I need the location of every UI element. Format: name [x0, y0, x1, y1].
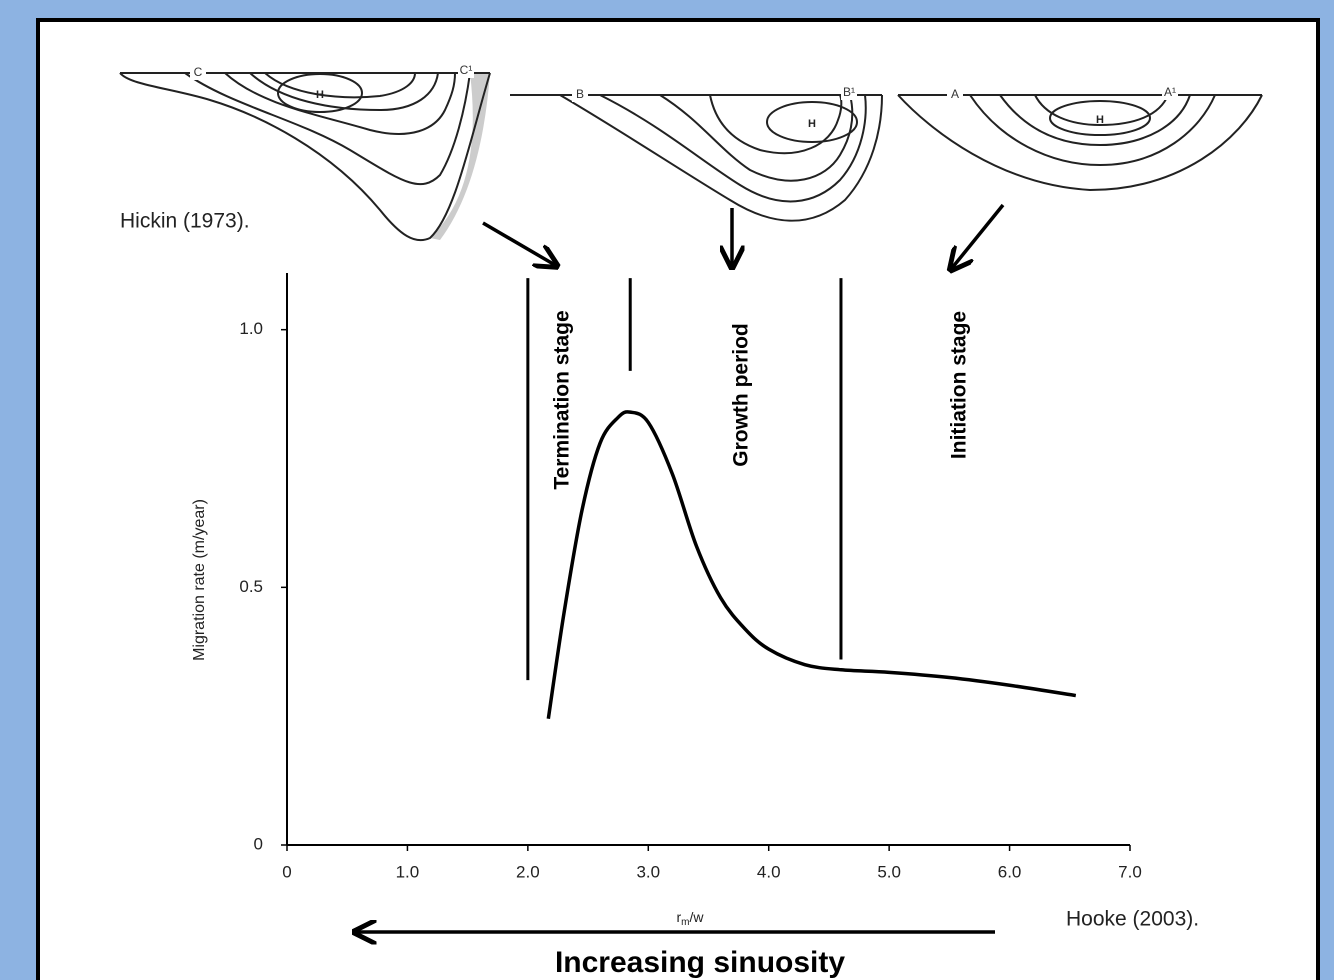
source-hickin: Hickin (1973). — [120, 210, 250, 233]
section-core: H — [316, 89, 324, 101]
source-hooke: Hooke (2003). — [1066, 908, 1199, 931]
x-axis-label: rm/w — [676, 909, 704, 928]
sinuosity-label: Increasing sinuosity — [555, 946, 845, 979]
section-label: A — [951, 87, 959, 101]
section-label: C¹ — [460, 63, 473, 77]
section-label-bg — [1162, 86, 1178, 100]
arrow — [952, 203, 1005, 268]
section-label-bg — [841, 86, 857, 100]
section-label: C — [194, 65, 203, 79]
x-tick-label: 0 — [282, 862, 291, 881]
x-tick-label: 7.0 — [1118, 862, 1142, 881]
section-label-bg — [572, 88, 588, 102]
arrow — [482, 221, 555, 265]
panel — [36, 18, 1320, 980]
x-tick-label: 1.0 — [396, 862, 420, 881]
section-b — [510, 94, 883, 222]
stage-label: Initiation stage — [948, 311, 971, 459]
section-label: B¹ — [843, 85, 855, 99]
y-tick-label: 1.0 — [239, 319, 263, 338]
section-c — [119, 72, 491, 242]
x-tick-label: 3.0 — [636, 862, 660, 881]
stage-label: Termination stage — [551, 310, 574, 489]
section-label: A¹ — [1164, 85, 1176, 99]
migration-curve — [546, 410, 1077, 720]
y-axis-label: Migration rate (m/year) — [191, 499, 208, 661]
section-a — [897, 94, 1263, 192]
x-tick-label: 5.0 — [877, 862, 901, 881]
section-label-bg — [458, 64, 474, 78]
y-tick-label: 0 — [254, 834, 263, 853]
section-core: H — [1096, 114, 1104, 126]
section-core: H — [808, 118, 816, 130]
x-label-sub: m — [681, 917, 689, 928]
stage-label: Growth period — [730, 323, 753, 467]
x-label-base: r — [676, 909, 681, 925]
section-label-bg — [190, 66, 206, 80]
x-tick-label: 2.0 — [516, 862, 540, 881]
x-label-rest: /w — [690, 909, 705, 925]
x-tick-label: 6.0 — [998, 862, 1022, 881]
arrows — [357, 203, 1005, 932]
x-tick-label: 4.0 — [757, 862, 781, 881]
section-label: B — [576, 87, 584, 101]
y-tick-label: 0.5 — [239, 577, 263, 596]
section-label-bg — [947, 88, 963, 102]
